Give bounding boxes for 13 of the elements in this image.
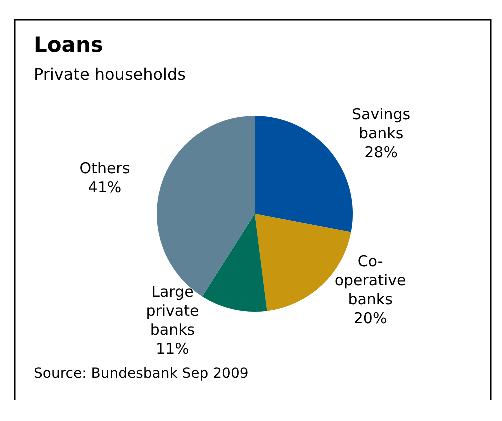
pie-slice <box>255 116 353 232</box>
slice-label: Large private banks <box>146 283 200 340</box>
data-label: 20% <box>354 309 388 328</box>
pie-slice <box>202 214 268 312</box>
slice-label: Co- operative banks <box>334 252 406 308</box>
chart-title: Loans <box>34 33 104 57</box>
slice-label: Others <box>80 160 130 178</box>
source-note: Source: Bundesbank Sep 2009 <box>34 366 249 382</box>
slice-label: Savings banks <box>352 105 411 142</box>
data-label: 11% <box>156 340 190 358</box>
data-label: 41% <box>88 178 122 197</box>
data-label: 28% <box>364 143 398 162</box>
chart-subtitle: Private households <box>34 65 186 84</box>
